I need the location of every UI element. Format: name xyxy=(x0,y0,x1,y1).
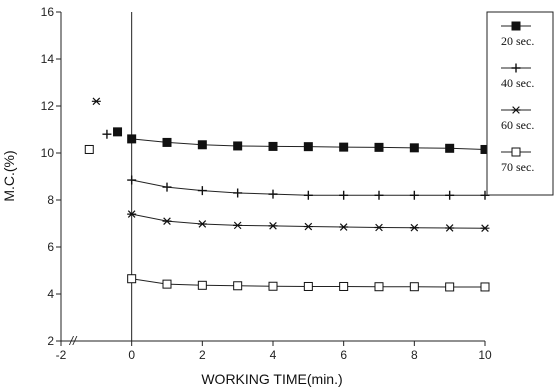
series-3 xyxy=(91,97,490,232)
series-1 xyxy=(113,127,490,154)
marker-filled-square xyxy=(409,143,419,153)
legend-entry-2: 40 sec. xyxy=(501,63,534,90)
marker-filled-square xyxy=(374,142,384,152)
marker-asterisk xyxy=(127,210,137,218)
marker-open-square xyxy=(374,282,384,292)
marker-plus xyxy=(339,190,349,200)
x-tick-label: 8 xyxy=(411,348,418,362)
marker-filled-square xyxy=(339,142,349,152)
legend-entry-3: 60 sec. xyxy=(501,106,534,132)
x-tick-label: 10 xyxy=(478,348,492,362)
marker-asterisk xyxy=(445,224,455,232)
legend-label: 20 sec. xyxy=(501,34,534,48)
y-tick-label: 12 xyxy=(41,99,55,113)
marker-open-square xyxy=(197,280,207,290)
marker-plus xyxy=(197,186,207,196)
marker-plus xyxy=(374,190,384,200)
y-tick-label: 16 xyxy=(41,5,55,19)
y-tick-label: 4 xyxy=(47,287,54,301)
marker-plus xyxy=(409,190,419,200)
legend-box xyxy=(486,11,554,196)
marker-open-square xyxy=(162,279,172,289)
legend-label: 40 sec. xyxy=(501,76,534,90)
marker-asterisk xyxy=(409,223,419,232)
marker-filled-square xyxy=(511,21,521,31)
x-tick-label: 2 xyxy=(199,348,206,362)
legend: 20 sec. 40 sec. 60 sec. 70 sec. xyxy=(486,11,554,196)
marker-asterisk xyxy=(91,97,101,106)
legend-label: 60 sec. xyxy=(501,118,534,132)
marker-asterisk xyxy=(268,222,278,230)
marker-filled-square xyxy=(162,137,172,147)
x-axis-title: WORKING TIME(min.) xyxy=(201,371,342,387)
x-tick-label: -2 xyxy=(56,348,67,362)
y-tick-label: 2 xyxy=(47,334,54,348)
marker-asterisk xyxy=(480,224,490,232)
x-tick-label: 0 xyxy=(128,348,135,362)
marker-open-square xyxy=(303,281,313,291)
marker-filled-square xyxy=(127,134,137,144)
marker-open-square xyxy=(233,281,243,291)
marker-filled-square xyxy=(268,141,278,151)
marker-open-square xyxy=(445,282,455,292)
marker-plus xyxy=(445,190,455,200)
y-axis-title: M.C.(%) xyxy=(1,150,17,201)
marker-plus xyxy=(233,188,243,198)
marker-filled-square xyxy=(233,141,243,151)
marker-asterisk xyxy=(303,222,313,231)
marker-open-square xyxy=(480,282,490,292)
legend-entry-4: 70 sec. xyxy=(501,147,534,174)
marker-filled-square xyxy=(303,142,313,152)
marker-filled-square xyxy=(197,140,207,150)
marker-asterisk xyxy=(339,223,349,231)
marker-plus xyxy=(268,189,278,199)
legend-label: 70 sec. xyxy=(501,160,534,174)
legend-entry-1: 20 sec. xyxy=(501,21,534,48)
y-tick-label: 10 xyxy=(41,146,55,160)
marker-plus xyxy=(303,190,313,200)
marker-open-square xyxy=(339,281,349,291)
x-tick-label: 6 xyxy=(340,348,347,362)
marker-filled-square xyxy=(445,143,455,153)
marker-plus xyxy=(162,182,172,192)
axis-break-mark: // xyxy=(69,334,78,348)
marker-plus xyxy=(127,175,137,185)
marker-plus xyxy=(102,129,112,139)
marker-open-square xyxy=(409,282,419,292)
marker-open-square xyxy=(84,144,94,154)
axes: 2 4 6 8 10 12 14 16 -2 0 2 4 6 8 10 // xyxy=(41,5,492,362)
marker-asterisk xyxy=(511,106,521,114)
marker-asterisk xyxy=(374,223,384,232)
marker-asterisk xyxy=(233,221,243,230)
y-tick-label: 6 xyxy=(47,240,54,254)
marker-plus xyxy=(511,63,521,73)
series-2 xyxy=(102,129,490,200)
marker-asterisk xyxy=(162,217,172,225)
marker-open-square xyxy=(127,274,137,284)
marker-open-square xyxy=(511,147,521,157)
marker-open-square xyxy=(268,281,278,291)
marker-filled-square xyxy=(113,127,123,137)
y-tick-label: 14 xyxy=(41,52,55,66)
y-tick-label: 8 xyxy=(47,193,54,207)
series-4 xyxy=(84,144,490,292)
x-tick-label: 4 xyxy=(270,348,277,362)
series-layer xyxy=(84,97,490,292)
marker-asterisk xyxy=(197,220,207,228)
